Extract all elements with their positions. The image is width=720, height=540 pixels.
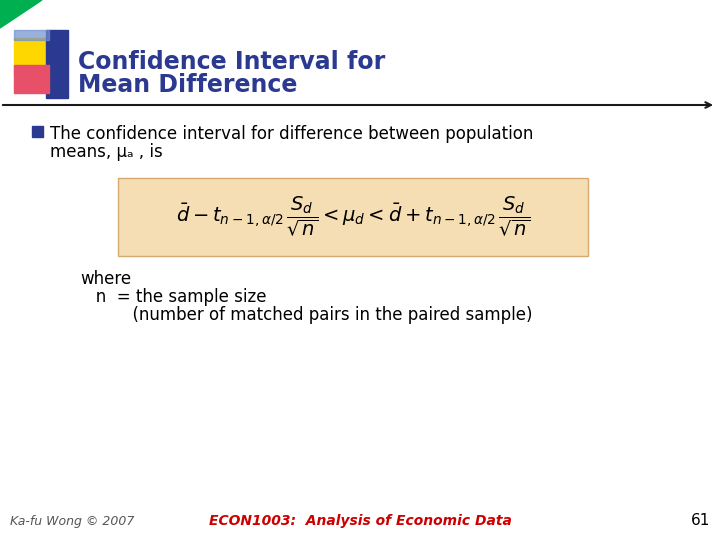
Text: Ka-fu Wong © 2007: Ka-fu Wong © 2007	[10, 515, 135, 528]
Bar	[14, 65, 49, 93]
Text: means, μₐ , is: means, μₐ , is	[50, 143, 163, 161]
Text: Mean Difference: Mean Difference	[78, 73, 297, 97]
Bar	[14, 38, 54, 76]
Text: The confidence interval for difference between population: The confidence interval for difference b…	[50, 125, 534, 143]
Text: (number of matched pairs in the paired sample): (number of matched pairs in the paired s…	[80, 306, 533, 324]
Text: 61: 61	[690, 513, 710, 528]
Text: ECON1003:  Analysis of Economic Data: ECON1003: Analysis of Economic Data	[209, 514, 511, 528]
Text: Confidence Interval for: Confidence Interval for	[78, 50, 385, 74]
Text: where: where	[80, 270, 131, 288]
Text: $\bar{d} - t_{n-1,\alpha/2}\,\dfrac{S_d}{\sqrt{n}}< \mu_d <\bar{d} + t_{n-1,\alp: $\bar{d} - t_{n-1,\alpha/2}\,\dfrac{S_d}…	[176, 195, 530, 239]
Bar	[46, 30, 68, 98]
Polygon shape	[0, 0, 42, 28]
Bar	[14, 30, 49, 40]
Text: n  = the sample size: n = the sample size	[80, 288, 266, 306]
Bar	[32, 126, 43, 137]
FancyBboxPatch shape	[118, 178, 588, 256]
